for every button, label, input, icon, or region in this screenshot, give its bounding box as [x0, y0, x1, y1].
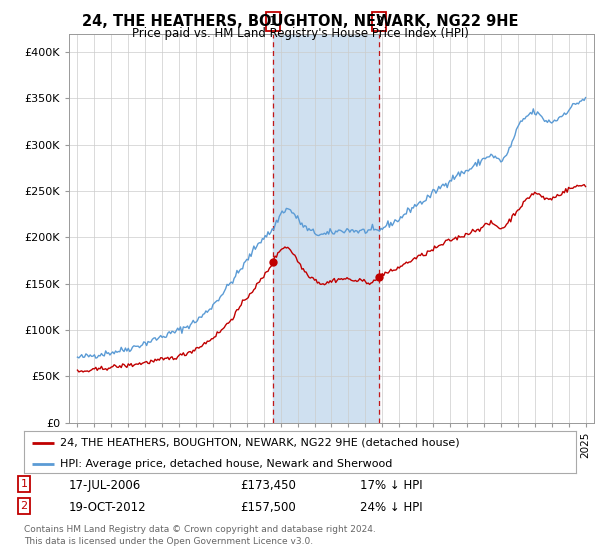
Bar — [273, 34, 379, 423]
Text: 1: 1 — [20, 479, 28, 489]
Text: £157,500: £157,500 — [240, 501, 296, 514]
Text: Contains HM Land Registry data © Crown copyright and database right 2024.
This d: Contains HM Land Registry data © Crown c… — [24, 525, 376, 546]
Text: 24% ↓ HPI: 24% ↓ HPI — [360, 501, 422, 514]
Text: 17% ↓ HPI: 17% ↓ HPI — [360, 479, 422, 492]
Text: 1: 1 — [269, 15, 277, 28]
Text: £173,450: £173,450 — [240, 479, 296, 492]
Text: 2: 2 — [20, 501, 28, 511]
Text: 19-OCT-2012: 19-OCT-2012 — [69, 501, 146, 514]
Text: 17-JUL-2006: 17-JUL-2006 — [69, 479, 141, 492]
Text: 24, THE HEATHERS, BOUGHTON, NEWARK, NG22 9HE: 24, THE HEATHERS, BOUGHTON, NEWARK, NG22… — [82, 14, 518, 29]
Text: HPI: Average price, detached house, Newark and Sherwood: HPI: Average price, detached house, Newa… — [60, 459, 392, 469]
Text: 2: 2 — [375, 15, 383, 28]
Text: Price paid vs. HM Land Registry's House Price Index (HPI): Price paid vs. HM Land Registry's House … — [131, 27, 469, 40]
Text: 24, THE HEATHERS, BOUGHTON, NEWARK, NG22 9HE (detached house): 24, THE HEATHERS, BOUGHTON, NEWARK, NG22… — [60, 438, 460, 448]
